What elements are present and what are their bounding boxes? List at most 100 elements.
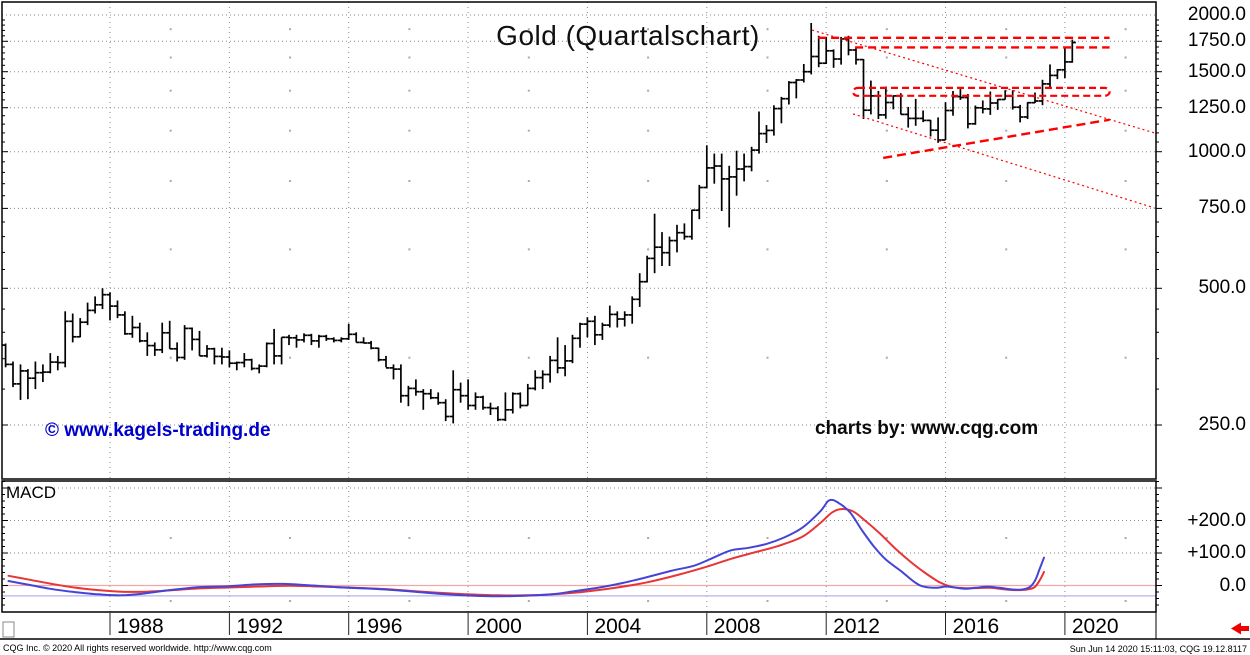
grid-dot <box>289 537 291 539</box>
grid-dot <box>289 356 291 359</box>
grid-dot <box>647 56 650 59</box>
grid-dot <box>1005 537 1008 539</box>
chart-title: Gold (Quartalschart) <box>496 20 760 51</box>
grid-dot <box>408 56 411 59</box>
grid-dot <box>647 89 650 92</box>
grid-dot <box>408 89 411 92</box>
resistance-band-1350 <box>851 86 1111 97</box>
grid-dot <box>766 537 769 539</box>
grid-dot <box>885 56 888 59</box>
macd-panel-label: MACD <box>6 483 57 502</box>
grid-dot <box>885 600 888 602</box>
grid-dot <box>647 28 650 31</box>
grid-dot <box>408 129 411 132</box>
grid-dot <box>1124 129 1127 132</box>
grid-dot <box>766 56 769 59</box>
grid-dot <box>527 537 530 539</box>
grid-dot <box>289 180 291 182</box>
grid-dot <box>289 600 291 602</box>
grid-dot <box>169 356 172 359</box>
grid-dot <box>647 537 650 539</box>
grid-dot <box>885 537 888 539</box>
year-axis-label: 2012 <box>833 615 880 638</box>
grid-dot <box>885 28 888 31</box>
grid-dot <box>169 537 172 539</box>
grid-dot <box>647 129 650 132</box>
year-axis-label: 2000 <box>475 615 522 638</box>
macd-line <box>7 498 1045 598</box>
grid-dot <box>408 600 411 602</box>
watermark-link: © www.kagels-trading.de <box>45 420 271 441</box>
grid-dot <box>1124 89 1127 92</box>
grid-dot <box>766 180 769 182</box>
year-axis-label: 2020 <box>1071 615 1119 638</box>
left-arrow-icon[interactable] <box>1231 622 1249 635</box>
grid-dot <box>1005 356 1008 359</box>
grid-dot <box>408 248 411 251</box>
grid-dot <box>408 356 411 359</box>
macd-axis-label: 0.0 <box>1219 574 1246 596</box>
grid-dot <box>527 89 530 92</box>
grid-dot <box>647 248 650 251</box>
grid-dot <box>527 600 530 602</box>
grid-dot <box>527 56 530 59</box>
grid-dot <box>766 28 769 31</box>
grid-dot <box>289 129 291 132</box>
grid-dot <box>289 248 291 251</box>
grid-dot <box>1005 28 1008 31</box>
grid-dot <box>408 537 411 539</box>
grid-dot <box>647 356 650 359</box>
price-axis-label: 2000.0 <box>1187 4 1246 25</box>
grid-dot <box>169 129 172 132</box>
grid-dot <box>1005 248 1008 251</box>
price-panel-border <box>1 1 1157 480</box>
grid-dot <box>527 356 530 359</box>
grid-dot <box>1005 56 1008 59</box>
grid-dot <box>527 248 530 251</box>
grid-dot <box>1005 89 1008 92</box>
grid-dot <box>289 89 291 92</box>
price-axis-label: 1000.0 <box>1187 140 1246 162</box>
grid-dot <box>527 129 530 132</box>
grid-dot <box>885 129 888 132</box>
macd-axis-label: +200.0 <box>1187 509 1246 531</box>
grid-dot <box>289 28 291 31</box>
price-axis-label: 1250.0 <box>1187 96 1246 118</box>
price-axis-label: 750.0 <box>1198 197 1246 219</box>
grid-dot <box>169 56 172 59</box>
grid-dot <box>289 56 291 59</box>
grid-dot <box>1124 56 1127 59</box>
credit-text: charts by: www.cqg.com <box>815 418 1039 439</box>
grid-dot <box>1124 537 1127 539</box>
year-axis-label: 1996 <box>355 615 403 638</box>
grid-dot <box>169 180 172 182</box>
grid-dot <box>1124 248 1127 251</box>
grid-dot <box>1124 356 1127 359</box>
year-axis-label: 2016 <box>952 615 1000 638</box>
year-axis-label: 2008 <box>713 615 761 638</box>
grid-dot <box>408 28 411 31</box>
macd-axis-label: +100.0 <box>1187 542 1246 563</box>
grid-dot <box>766 248 769 251</box>
year-axis-label: 1992 <box>236 615 284 638</box>
uptrend-support <box>883 118 1110 160</box>
grid-dot <box>1005 180 1008 182</box>
grid-dot <box>169 248 172 251</box>
grid-dot <box>1005 600 1008 602</box>
grid-dot <box>885 248 888 251</box>
downtrend-lower <box>852 113 1155 209</box>
grid-dot <box>766 600 769 602</box>
status-bar-right: Sun Jun 14 2020 15:11:03, CQG 19.12.8117 <box>1069 644 1247 654</box>
grid-dot <box>1124 180 1127 182</box>
grid-dot <box>885 356 888 359</box>
grid-dot <box>885 89 888 92</box>
price-axis-label: 1750.0 <box>1187 30 1246 52</box>
grid-dot <box>169 28 172 31</box>
signal-line <box>7 508 1045 597</box>
resize-box[interactable] <box>2 621 15 638</box>
grid-dot <box>647 180 650 182</box>
grid-dot <box>766 89 769 92</box>
price-axis-label: 250.0 <box>1198 414 1246 435</box>
